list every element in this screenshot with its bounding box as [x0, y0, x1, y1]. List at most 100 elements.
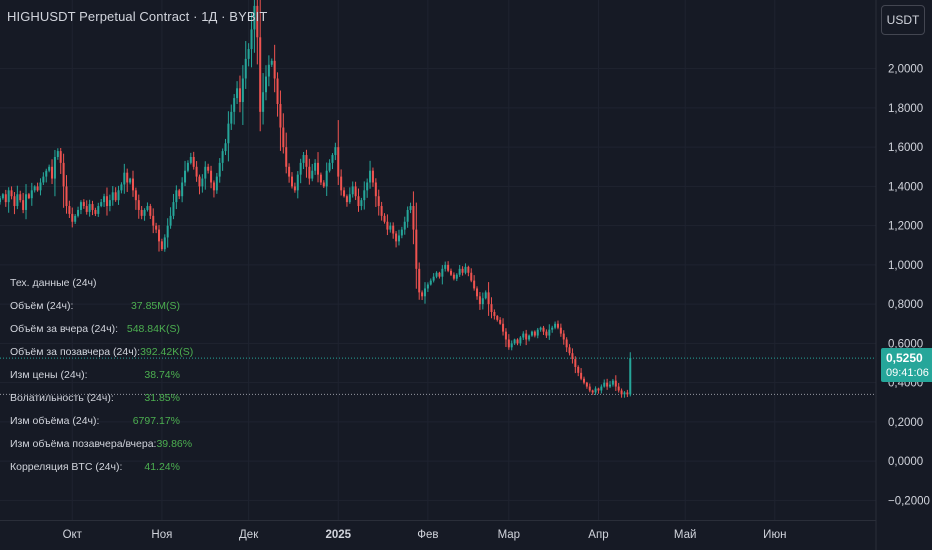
candle-body — [322, 182, 325, 187]
candle-body — [452, 274, 455, 279]
candle-body — [33, 186, 36, 191]
candle-body — [126, 172, 129, 183]
candle-body — [259, 37, 262, 112]
candle-body — [314, 162, 317, 171]
tech-row-label: Изм цены (24ч): — [10, 369, 88, 381]
candle-body — [140, 209, 143, 216]
tech-row-volume-yesterday: Объём за вчера (24ч): 548.84K(S) — [10, 322, 180, 345]
candle-body — [105, 196, 108, 207]
candle-body — [626, 392, 629, 395]
tech-row-volume-day-before: Объём за позавчера (24ч): 392.42K(S) — [10, 345, 193, 368]
candle-body — [65, 186, 68, 207]
candle-body — [371, 170, 374, 183]
candle-body — [380, 206, 383, 216]
candle-body — [319, 174, 322, 183]
candle-body — [438, 272, 441, 277]
y-tick-label: 1,0000 — [888, 260, 923, 272]
tech-row-label: Объём (24ч): — [10, 300, 74, 312]
candle-body — [351, 186, 354, 195]
candle-body — [131, 178, 135, 191]
candle-body — [594, 388, 597, 393]
candle-body — [447, 264, 450, 271]
candle-body — [386, 221, 389, 230]
candle-body — [591, 390, 594, 393]
candle-body — [7, 190, 10, 203]
candle-body — [545, 331, 548, 336]
candle-body — [45, 170, 48, 177]
candle-body — [236, 88, 239, 99]
candle-body — [441, 268, 444, 277]
candle-body — [377, 196, 380, 207]
candle-body — [207, 166, 210, 171]
candle-body — [461, 268, 464, 273]
candle-body — [562, 333, 565, 340]
candle-body — [270, 60, 273, 65]
candle-body — [146, 206, 149, 210]
candle-body — [100, 202, 103, 207]
candle-body — [204, 166, 207, 179]
candle-body — [556, 323, 559, 328]
candle-body — [282, 127, 285, 148]
candle-body — [62, 162, 65, 187]
candle-body — [189, 156, 192, 163]
candle-body — [499, 319, 502, 324]
candle-body — [181, 182, 184, 197]
candle-body — [360, 200, 363, 207]
y-tick-label: 1,8000 — [888, 103, 923, 115]
candle-body — [629, 358, 632, 395]
candle-body — [82, 202, 85, 207]
candle-body — [120, 184, 123, 191]
candle-body — [502, 323, 505, 332]
candle-body — [337, 147, 340, 177]
candle-body — [507, 339, 510, 348]
candle-body — [152, 215, 155, 226]
candle-body — [244, 58, 247, 79]
candle-body — [195, 166, 198, 177]
candle-body — [233, 98, 236, 112]
candle-body — [464, 266, 467, 273]
candle-body — [334, 147, 337, 156]
candle-body — [525, 333, 528, 340]
candle-body — [559, 327, 562, 334]
candle-body — [160, 241, 163, 250]
candle-body — [317, 162, 320, 175]
candle-body — [606, 382, 609, 387]
candle-body — [230, 111, 233, 124]
candle-body — [56, 151, 59, 157]
tech-row-value: 38.74% — [144, 369, 180, 381]
tech-data-title: Тех. данные (24ч) — [10, 277, 97, 289]
candle-body — [0, 198, 2, 203]
candle-body — [435, 272, 438, 277]
currency-button[interactable]: USDT — [881, 5, 925, 35]
tech-row-label: Объём за позавчера (24ч): — [10, 346, 141, 358]
candle-body — [504, 331, 507, 340]
candle-body — [418, 268, 421, 293]
candle-body — [59, 151, 62, 163]
candle-body — [256, 5, 259, 38]
candle-body — [345, 196, 348, 203]
x-tick-label: Ноя — [151, 529, 172, 541]
candle-body — [609, 384, 612, 387]
candle-body — [444, 264, 447, 269]
candle-body — [487, 292, 490, 305]
candle-body — [484, 292, 487, 299]
candle-body — [253, 5, 256, 30]
candle-body — [51, 166, 54, 179]
candle-body — [68, 206, 71, 214]
candle-body — [39, 182, 42, 191]
candle-body — [267, 64, 270, 77]
candle-body — [97, 206, 100, 214]
candle-body — [476, 288, 479, 297]
y-tick-label: 0,6000 — [888, 338, 923, 350]
candle-body — [163, 237, 166, 250]
candle-body — [458, 268, 461, 275]
candle-body — [262, 92, 265, 112]
candle-body — [201, 178, 204, 187]
candle-body — [305, 155, 308, 167]
candle-body — [423, 288, 427, 297]
candle-body — [288, 166, 291, 177]
candle-body — [13, 196, 16, 207]
candle-body — [42, 176, 45, 183]
